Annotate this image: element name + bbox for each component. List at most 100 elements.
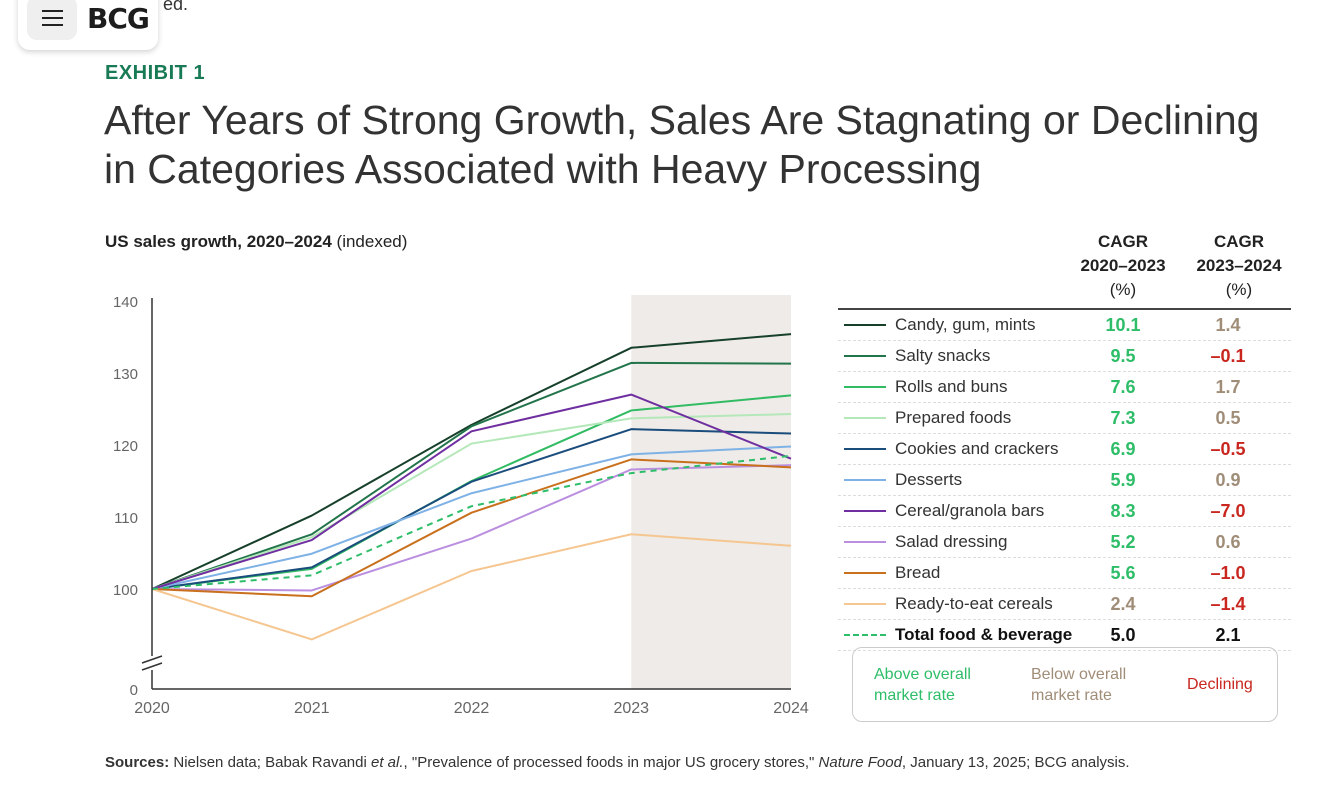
x-tick-label-2022: 2022: [454, 700, 490, 717]
table-row: Rolls and buns 7.6 1.7: [838, 372, 1291, 403]
legend-swatch: [844, 324, 886, 326]
axis-break-mark: [141, 655, 163, 664]
header-line: CAGR: [1213, 232, 1265, 251]
row-label: Salty snacks: [895, 346, 991, 365]
cagr-2023-2024-value: 0.6: [1215, 532, 1241, 552]
legend-swatch: [844, 386, 886, 388]
legend-declining: Declining: [1187, 676, 1253, 693]
table-row: Salad dressing 5.2 0.6: [838, 527, 1291, 558]
x-tick-label-2020: 2020: [134, 700, 170, 717]
chart-title-suffix: (indexed): [336, 232, 408, 251]
bcg-logo[interactable]: BCG: [87, 2, 150, 35]
cagr-2020-2023-value: 6.9: [1110, 439, 1136, 459]
cagr-2020-2023-value: 5.9: [1110, 470, 1136, 490]
cagr-2023-2024-value: 0.9: [1215, 470, 1241, 490]
y-tick-label-120: 120: [113, 438, 138, 455]
chart-subtitle: US sales growth, 2020–2024 (indexed): [105, 232, 407, 252]
header-line: 2023–2024: [1196, 256, 1282, 275]
row-label: Cereal/granola bars: [895, 501, 1045, 520]
row-label: Bread: [895, 563, 941, 582]
cagr-2023-2024-value: 2.1: [1215, 625, 1241, 645]
cagr-2020-2023-header: CAGR 2020–2023 (%): [1073, 230, 1173, 302]
y-tick-label-130: 130: [113, 366, 138, 383]
y-tick-label-110: 110: [114, 510, 138, 527]
y-tick-label-break: 0: [130, 682, 138, 699]
x-tick-label-2024: 2024: [773, 700, 809, 717]
table-row: Prepared foods 7.3 0.5: [838, 403, 1291, 434]
series-line-total-food-beverage: [151, 454, 792, 590]
sources-text: , January 13, 2025; BCG analysis.: [901, 754, 1130, 771]
legend-below: Below overall market rate: [1031, 666, 1127, 704]
series-line-cereal-granola-bars: [151, 393, 792, 590]
sources-note: Sources: Nielsen data; Babak Ravandi et …: [105, 754, 1130, 771]
legend-swatch: [844, 479, 886, 481]
row-label: Candy, gum, mints: [895, 315, 1036, 334]
table-row: Total food & beverage 5.0 2.1: [838, 620, 1291, 651]
sources-text: , "Prevalence of processed foods in majo…: [403, 754, 819, 771]
cagr-2020-2023-value: 7.6: [1110, 377, 1136, 397]
row-label: Rolls and buns: [895, 377, 1008, 396]
exhibit-title: After Years of Strong Growth, Sales Are …: [104, 97, 1260, 192]
sources-italic: et al.: [371, 754, 404, 771]
cagr-2023-2024-value: –1.4: [1210, 594, 1246, 614]
table-row: Salty snacks 9.5 –0.1: [838, 341, 1291, 372]
header-line: (%): [1109, 280, 1137, 299]
table-row: Cereal/granola bars 8.3 –7.0: [838, 496, 1291, 527]
sources-text: Nielsen data; Babak Ravandi: [169, 754, 371, 771]
legend-swatch: [844, 417, 886, 419]
cagr-2023-2024-value: –1.0: [1210, 563, 1246, 583]
series-line-cookies-and-crackers: [151, 428, 792, 590]
table-row: Candy, gum, mints 10.1 1.4: [838, 310, 1291, 341]
row-label: Total food & beverage: [895, 625, 1073, 644]
cagr-2020-2023-value: 9.5: [1110, 346, 1136, 366]
cagr-2023-2024-value: 0.5: [1215, 408, 1241, 428]
cagr-2020-2023-value: 2.4: [1110, 594, 1136, 614]
cagr-2020-2023-value: 10.1: [1105, 315, 1141, 335]
sources-italic: Nature Food: [818, 754, 902, 771]
cagr-table: Candy, gum, mints 10.1 1.4 Salty snacks 9.5 –…: [838, 308, 1291, 651]
x-tick-label-2021: 2021: [294, 700, 330, 717]
color-legend: Above overall market rate Below overall …: [852, 647, 1278, 722]
legend-swatch: [844, 541, 886, 543]
axis-break-mark: [141, 662, 163, 671]
cagr-2020-2023-value: 7.3: [1110, 408, 1136, 428]
row-label: Salad dressing: [895, 532, 1008, 551]
y-tick-label-140: 140: [113, 294, 138, 311]
legend-above: Above overall market rate: [874, 666, 971, 704]
header-line: 2020–2023: [1080, 256, 1166, 275]
header-line: (%): [1225, 280, 1253, 299]
table-row: Cookies and crackers 6.9 –0.5: [838, 434, 1291, 465]
legend-swatch: [844, 603, 886, 605]
x-tick-label-2023: 2023: [613, 700, 649, 717]
page-text-fragment: ed.: [163, 0, 189, 14]
legend-swatch: [844, 355, 886, 357]
legend-swatch: [844, 634, 886, 636]
series-line-salty-snacks: [151, 361, 792, 590]
series-line-candy-gum-mints: [151, 333, 792, 590]
hamburger-menu-icon[interactable]: [27, 0, 77, 40]
cagr-2020-2023-value: 5.6: [1110, 563, 1136, 583]
table-row: Bread 5.6 –1.0: [838, 558, 1291, 589]
cagr-2020-2023-value: 5.2: [1110, 532, 1136, 552]
series-line-bread: [151, 458, 792, 598]
sources-label: Sources:: [105, 754, 170, 771]
legend-swatch: [844, 510, 886, 512]
cagr-2020-2023-value: 8.3: [1110, 501, 1136, 521]
legend-swatch: [844, 572, 886, 574]
series-line-ready-to-eat-cereals: [151, 533, 792, 641]
row-label: Cookies and crackers: [895, 439, 1059, 458]
exhibit-label: EXHIBIT 1: [105, 62, 206, 84]
cagr-2020-2023-value: 5.0: [1110, 625, 1136, 645]
cagr-2023-2024-value: 1.7: [1215, 377, 1241, 397]
site-header: BCG: [18, 0, 158, 50]
row-label: Prepared foods: [895, 408, 1012, 427]
row-label: Desserts: [895, 470, 963, 489]
cagr-2023-2024-value: 1.4: [1215, 315, 1241, 335]
header-line: CAGR: [1097, 232, 1149, 251]
highlight-band-2023-2024: [631, 295, 791, 689]
legend-swatch: [844, 448, 886, 450]
cagr-2023-2024-value: –0.5: [1210, 439, 1246, 459]
table-row: Desserts 5.9 0.9: [838, 465, 1291, 496]
y-tick-label-100: 100: [113, 582, 138, 599]
table-row: Ready-to-eat cereals 2.4 –1.4: [838, 589, 1291, 620]
